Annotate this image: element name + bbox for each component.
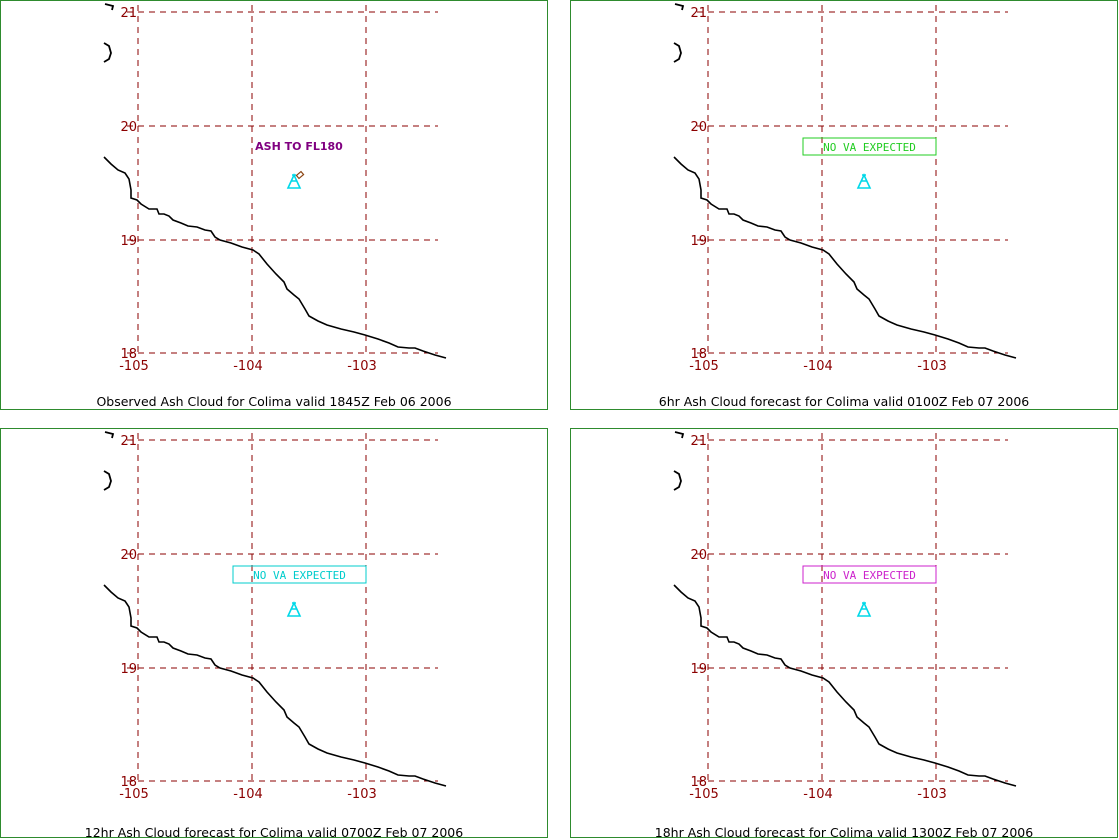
map-canvas: 18 19 20 21 -105 -104 -103 NO VA EXPECTED: [673, 3, 1017, 374]
panel-caption: 6hr Ash Cloud forecast for Colima valid …: [658, 394, 1030, 409]
lon-label: -104: [803, 787, 833, 802]
lon-label: -105: [689, 787, 719, 802]
map-panel-6hr: 18 19 20 21 -105 -104 -103 NO VA EXPECTED 6hr A…: [570, 0, 1118, 410]
volcano-icon: [856, 173, 872, 189]
coast-fragment: [674, 431, 685, 439]
lon-label: -103: [917, 787, 947, 802]
advisory-label: NO VA EXPECTED: [823, 141, 916, 154]
coastline: [673, 156, 1017, 359]
map-panel-18hr: 18 19 20 21 -105 -104 -103 NO VA EXPECTED 18hr …: [570, 428, 1118, 840]
label-box: [802, 565, 937, 584]
lat-label: 21: [690, 434, 707, 449]
lon-label: -105: [119, 359, 149, 374]
advisory-label: NO VA EXPECTED: [253, 569, 346, 582]
label-box: [232, 565, 367, 584]
ash-cloud-marker: [295, 170, 305, 180]
coastline: [673, 584, 1017, 787]
lat-label: 18: [690, 775, 707, 790]
lon-label: -104: [233, 787, 263, 802]
lon-label: -104: [803, 359, 833, 374]
lat-label: 19: [120, 662, 137, 677]
panel-caption: 18hr Ash Cloud forecast for Colima valid…: [654, 825, 1034, 840]
volcano-icon: [286, 601, 302, 617]
island-outline: [673, 42, 682, 63]
lon-label: -103: [347, 787, 377, 802]
lon-label: -104: [233, 359, 263, 374]
advisory-label: NO VA EXPECTED: [823, 569, 916, 582]
map-canvas: 18 19 20 21 -105 -104 -103 NO VA EXPECTED: [673, 431, 1017, 802]
lat-label: 20: [690, 548, 707, 563]
island-outline: [673, 470, 682, 491]
lat-label: 21: [690, 6, 707, 21]
island-outline: [103, 470, 112, 491]
volcano-icon: [856, 601, 872, 617]
lat-label: 20: [690, 120, 707, 135]
lat-label: 18: [120, 347, 137, 362]
map-panel-observed: 18 19 20 21 -105 -104 -103 ASH TO FL180 Observe…: [0, 0, 548, 410]
panel-caption: 12hr Ash Cloud forecast for Colima valid…: [84, 825, 464, 840]
lat-label: 20: [120, 548, 137, 563]
coast-fragment: [674, 3, 685, 11]
lat-label: 18: [120, 775, 137, 790]
label-box: [802, 137, 937, 156]
island-outline: [103, 42, 112, 63]
lon-label: -103: [917, 359, 947, 374]
advisory-label: ASH TO FL180: [255, 140, 343, 153]
coast-fragment: [104, 3, 115, 11]
lon-label: -103: [347, 359, 377, 374]
map-canvas: 18 19 20 21 -105 -104 -103 ASH TO FL180: [103, 3, 447, 374]
lat-label: 21: [120, 6, 137, 21]
lat-label: 19: [690, 234, 707, 249]
coastline: [103, 156, 447, 359]
map-panel-12hr: 18 19 20 21 -105 -104 -103 NO VA EXPECTED 12hr …: [0, 428, 548, 840]
lat-label: 19: [120, 234, 137, 249]
panel-caption: Observed Ash Cloud for Colima valid 1845…: [96, 394, 452, 409]
lat-label: 21: [120, 434, 137, 449]
lat-label: 18: [690, 347, 707, 362]
lat-label: 20: [120, 120, 137, 135]
map-canvas: 18 19 20 21 -105 -104 -103 NO VA EXPECTED: [103, 431, 447, 802]
coastline: [103, 584, 447, 787]
lon-label: -105: [119, 787, 149, 802]
volcano-icon: [286, 173, 302, 189]
lat-label: 19: [690, 662, 707, 677]
coast-fragment: [104, 431, 115, 439]
lon-label: -105: [689, 359, 719, 374]
